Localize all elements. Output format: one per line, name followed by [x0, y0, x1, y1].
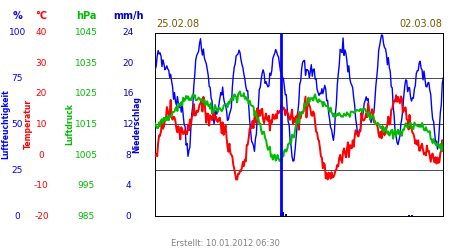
Text: -20: -20 — [34, 212, 49, 221]
Bar — [408, 215, 410, 216]
Text: 12: 12 — [122, 120, 134, 129]
Text: 25.02.08: 25.02.08 — [157, 19, 200, 29]
Bar — [410, 215, 413, 216]
Text: 0: 0 — [39, 150, 44, 160]
Text: 16: 16 — [122, 89, 134, 98]
Text: 1045: 1045 — [75, 28, 98, 37]
Text: 0: 0 — [14, 212, 20, 221]
Text: 1005: 1005 — [75, 150, 98, 160]
Text: 20: 20 — [122, 58, 134, 68]
Text: 1025: 1025 — [75, 89, 98, 98]
Bar — [285, 214, 287, 216]
Text: 24: 24 — [122, 28, 134, 37]
Text: 30: 30 — [36, 58, 47, 68]
Text: mm/h: mm/h — [113, 11, 144, 21]
Text: Niederschlag: Niederschlag — [133, 96, 142, 153]
Text: 100: 100 — [9, 28, 26, 37]
Text: Luftdruck: Luftdruck — [65, 104, 74, 145]
Text: -10: -10 — [34, 181, 49, 190]
Text: 995: 995 — [78, 181, 95, 190]
Text: Luftfeuchtigkeit: Luftfeuchtigkeit — [1, 90, 10, 159]
Bar — [279, 213, 282, 216]
Text: 50: 50 — [11, 120, 23, 129]
Text: 10: 10 — [36, 120, 47, 129]
Text: Erstellt: 10.01.2012 06:30: Erstellt: 10.01.2012 06:30 — [171, 238, 279, 248]
Text: 25: 25 — [11, 166, 23, 175]
Text: 75: 75 — [11, 74, 23, 83]
Text: 0: 0 — [126, 212, 131, 221]
Text: 4: 4 — [126, 181, 131, 190]
Text: %: % — [12, 11, 22, 21]
Text: 02.03.08: 02.03.08 — [399, 19, 442, 29]
Text: 40: 40 — [36, 28, 47, 37]
Bar — [283, 212, 284, 216]
Text: hPa: hPa — [76, 11, 97, 21]
Text: 1015: 1015 — [75, 120, 98, 129]
Text: 20: 20 — [36, 89, 47, 98]
Text: 1035: 1035 — [75, 58, 98, 68]
Text: 8: 8 — [126, 150, 131, 160]
Text: °C: °C — [36, 11, 47, 21]
Text: Temperatur: Temperatur — [23, 99, 32, 150]
Text: 985: 985 — [78, 212, 95, 221]
